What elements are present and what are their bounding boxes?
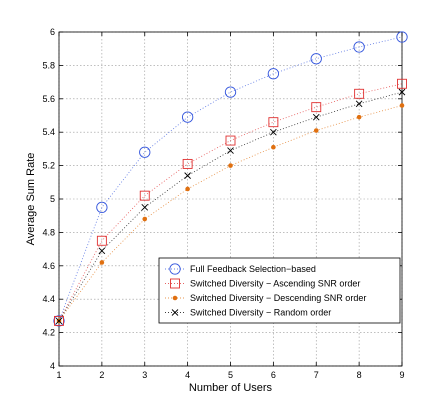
legend-label: Full Feedback Selection−based — [190, 264, 316, 274]
x-tick-label: 3 — [142, 370, 147, 380]
y-tick-label: 4.8 — [42, 227, 55, 237]
dot-marker — [228, 163, 233, 168]
circle-marker — [224, 86, 237, 98]
circle-marker — [181, 111, 194, 123]
x-marker — [184, 172, 191, 179]
y-tick-label: 4.2 — [42, 328, 55, 338]
series-square — [54, 78, 407, 326]
x-marker-stroke — [184, 172, 191, 179]
square-marker — [268, 117, 279, 128]
circle-marker — [310, 53, 322, 65]
y-tick-label: 5.8 — [42, 60, 55, 70]
dot-marker — [99, 260, 105, 265]
x-marker-stroke — [98, 247, 106, 255]
x-tick-label: 8 — [357, 370, 362, 380]
x-marker-stroke — [270, 128, 277, 136]
x-tick-label: 7 — [314, 370, 319, 380]
series-line — [58, 36, 403, 322]
series-dot — [56, 103, 405, 324]
x-marker — [270, 128, 277, 136]
legend-item: Switched Diversity − Random order — [165, 308, 331, 318]
legend-label: Switched Diversity − Ascending SNR order — [190, 279, 360, 289]
y-tick-label: 4 — [50, 361, 55, 371]
y-tick-label: 6 — [50, 27, 55, 37]
x-axis-label: Number of Users — [189, 382, 273, 394]
square-marker — [170, 278, 180, 289]
x-marker — [98, 247, 106, 255]
legend-item: Switched Diversity − Descending SNR orde… — [165, 293, 366, 303]
x-tick-label: 4 — [185, 370, 190, 380]
circle-marker — [396, 31, 408, 43]
x-marker-stroke — [55, 317, 63, 325]
legend-label: Switched Diversity − Random order — [190, 308, 331, 318]
dot-marker — [271, 144, 276, 150]
square-marker — [354, 88, 365, 99]
x-marker — [141, 204, 149, 211]
x-marker — [398, 88, 406, 96]
x-tick-label: 9 — [399, 370, 404, 380]
x-tick-label: 2 — [99, 370, 104, 380]
square-marker — [139, 190, 150, 201]
square-marker — [397, 78, 407, 89]
x-marker — [171, 309, 179, 316]
circle-marker — [169, 263, 181, 275]
x-marker-stroke — [398, 88, 406, 96]
y-tick-label: 4.6 — [42, 261, 55, 271]
y-tick-label: 4.4 — [42, 294, 55, 304]
x-tick-label: 6 — [271, 370, 276, 380]
circle-marker — [53, 315, 65, 327]
dot-marker — [313, 128, 319, 133]
x-tick-label: 5 — [228, 370, 233, 380]
x-marker-stroke — [227, 147, 234, 154]
x-marker-stroke — [312, 113, 320, 121]
dot-marker — [356, 114, 362, 120]
circle-marker — [267, 68, 280, 80]
series — [53, 31, 408, 327]
circle-marker — [96, 201, 108, 214]
circle-marker — [139, 146, 151, 158]
legend: Full Feedback Selection−based Switched Di… — [158, 257, 401, 324]
legend-box — [158, 257, 401, 324]
square-marker — [311, 102, 322, 113]
series-circle — [53, 31, 408, 327]
x-marker-stroke — [141, 204, 149, 211]
x-marker — [312, 113, 320, 121]
dot-marker — [399, 103, 405, 108]
axis-ticks: 1 2 3 4 5 6 7 8 9 4 4.2 4.4 4.6 4.8 5 5.2 5.4 5.6 5.8 6 — [42, 27, 404, 380]
square-marker — [182, 158, 193, 169]
x-marker-stroke — [171, 309, 179, 316]
x-marker-stroke — [355, 100, 363, 108]
x-marker — [227, 147, 234, 154]
dot-marker — [172, 295, 178, 301]
x-tick-label: 1 — [56, 370, 61, 380]
y-axis-label: Average Sum Rate — [25, 153, 37, 246]
dot-marker — [185, 186, 190, 192]
series-x — [55, 88, 406, 325]
y-tick-label: 5.4 — [42, 127, 55, 137]
y-tick-label: 5.2 — [42, 161, 55, 171]
series-line — [58, 83, 403, 322]
legend-item: Switched Diversity − Ascending SNR order — [165, 279, 360, 289]
legend-label: Switched Diversity − Descending SNR orde… — [190, 293, 366, 303]
dot-marker — [142, 216, 148, 222]
circle-marker — [353, 41, 365, 53]
x-marker — [55, 317, 63, 325]
square-marker — [54, 315, 64, 326]
square-marker — [96, 235, 107, 246]
y-tick-label: 5.6 — [42, 94, 55, 104]
square-marker — [225, 135, 236, 146]
x-marker — [355, 100, 363, 108]
legend-item: Full Feedback Selection−based — [165, 263, 316, 275]
y-tick-label: 5 — [50, 194, 55, 204]
